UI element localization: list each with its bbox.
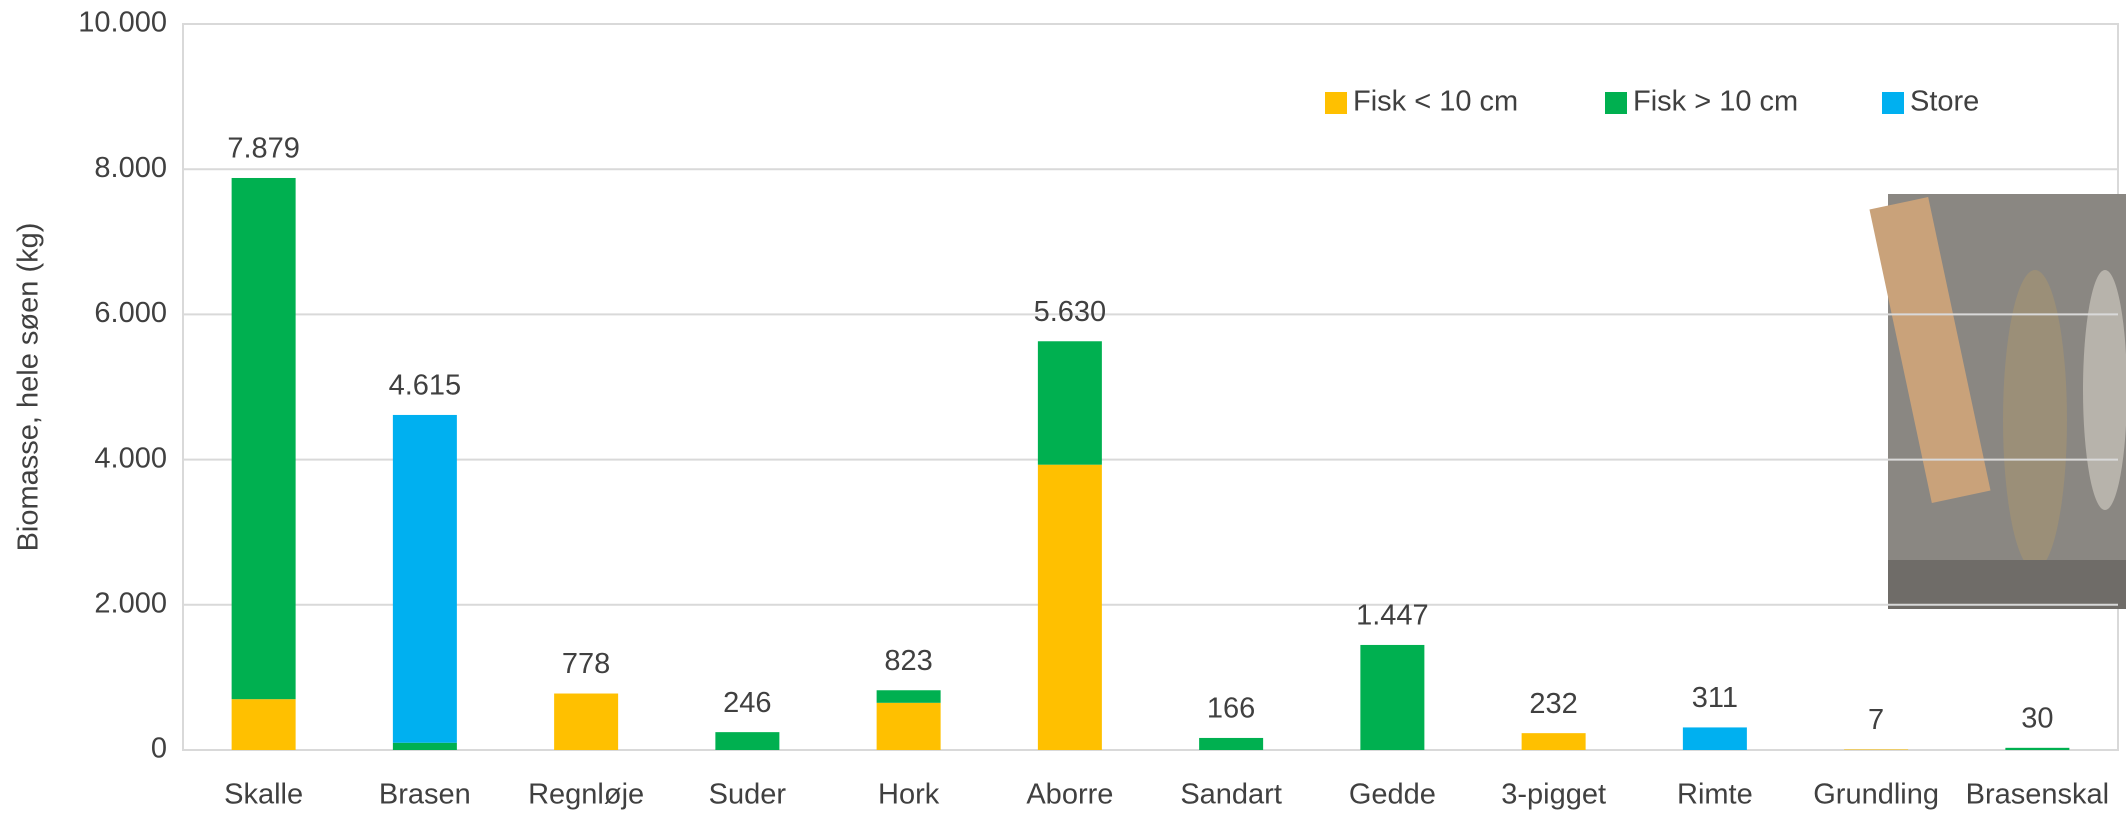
bar-segment: [1037, 464, 1102, 750]
x-tick-label: Aborre: [1026, 779, 1113, 811]
x-tick-label: Grundling: [1813, 779, 1939, 811]
y-tick-label: 4.000: [94, 442, 167, 474]
photo-wood: [1869, 197, 1991, 503]
total-label: 166: [1207, 693, 1255, 725]
total-label: 232: [1529, 688, 1577, 720]
y-axis-label: Biomasse, hele søen (kg): [13, 223, 45, 552]
total-label: 5.630: [1034, 296, 1107, 328]
x-tick-label: Skalle: [224, 779, 303, 811]
total-label: 311: [1692, 682, 1738, 714]
bar-segment: [231, 699, 296, 750]
bar-segment: [1682, 727, 1747, 750]
x-tick-label: Regnløje: [528, 779, 644, 811]
total-label: 778: [562, 648, 610, 680]
x-tick-label: 3-pigget: [1501, 779, 1606, 811]
legend-swatch: [1882, 92, 1904, 114]
photo: [1869, 194, 2126, 609]
y-tick-label: 10.000: [78, 7, 167, 39]
bar-segment: [1360, 644, 1425, 750]
x-tick-label: Brasenskal: [1966, 779, 2109, 811]
legend-label: Store: [1910, 86, 1979, 118]
photo-fish: [2083, 270, 2126, 510]
bar-segment: [392, 414, 457, 743]
x-tick-label: Rimte: [1677, 779, 1753, 811]
x-tick-label: Suder: [709, 779, 787, 811]
legend-swatch: [1325, 92, 1347, 114]
x-tick-label: Brasen: [379, 779, 471, 811]
total-label: 7.879: [227, 133, 300, 165]
legend-label: Fisk < 10 cm: [1353, 86, 1518, 118]
bar-segment: [876, 702, 941, 750]
total-label: 7: [1868, 704, 1884, 736]
bar-segment: [1199, 737, 1264, 750]
x-tick-label: Sandart: [1180, 779, 1282, 811]
bar-segment: [1844, 749, 1909, 750]
bar-segment: [715, 732, 780, 750]
y-tick-label: 6.000: [94, 297, 167, 329]
bar-segment: [2005, 747, 2070, 750]
legend-label: Fisk > 10 cm: [1633, 86, 1798, 118]
total-label: 1.447: [1356, 600, 1429, 632]
y-tick-label: 8.000: [94, 152, 167, 184]
bar-segment: [876, 690, 941, 703]
total-label: 30: [2021, 702, 2053, 734]
total-label: 823: [884, 645, 932, 677]
photo-fish: [2003, 270, 2067, 570]
bar-segment: [1521, 733, 1586, 750]
plot-frame: [182, 23, 2119, 751]
y-tick-label: 2.000: [94, 587, 167, 619]
bar-segment: [231, 177, 296, 700]
total-label: 246: [723, 687, 771, 719]
x-tick-label: Hork: [878, 779, 940, 811]
legend-swatch: [1605, 92, 1627, 114]
bar-segment: [1037, 341, 1102, 465]
total-label: 4.615: [389, 370, 462, 402]
bar-segment: [554, 693, 619, 750]
photo-floor: [1888, 560, 2126, 609]
x-tick-label: Gedde: [1349, 779, 1436, 811]
y-tick-label: 0: [151, 733, 167, 765]
bar-segment: [392, 742, 457, 750]
